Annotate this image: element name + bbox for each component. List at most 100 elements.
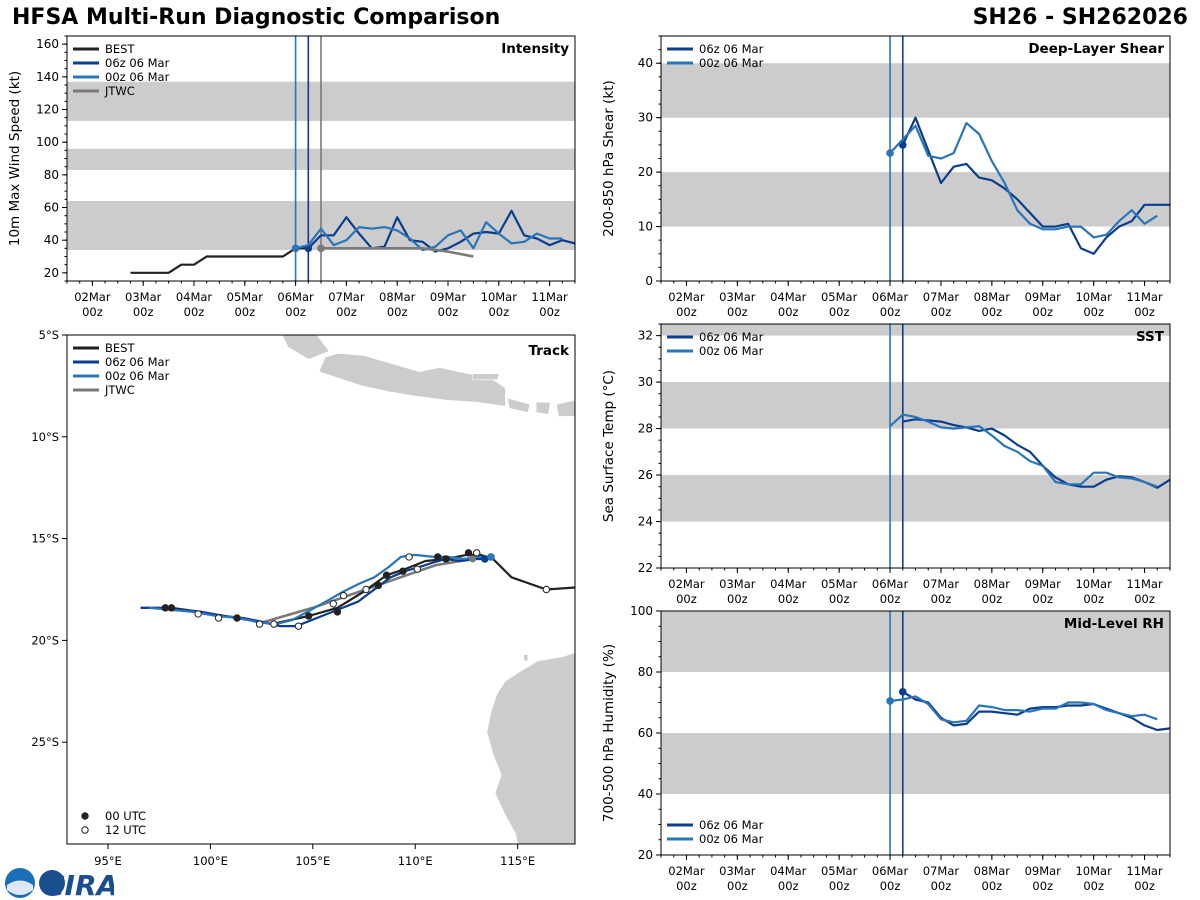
sst-xtick-label-hour: 00z: [778, 592, 799, 606]
track-point-12utc: [472, 549, 481, 557]
sst-xtick-label-date: 02Mar: [668, 577, 705, 591]
track-xtick-label: 100°E: [193, 854, 228, 868]
shear-band-1: [661, 63, 1170, 118]
track-xtick-label: 110°E: [398, 854, 433, 868]
track-start-run00: [487, 553, 495, 561]
track-point-00utc: [399, 567, 407, 575]
intensity-xtick-label-date: 03Mar: [125, 290, 162, 304]
intensity-xtick-label-hour: 00z: [133, 305, 154, 319]
sst-band-2: [661, 324, 1170, 336]
rh-xtick-label-date: 08Mar: [974, 864, 1011, 878]
intensity-ytick-label: 80: [44, 168, 59, 182]
intensity-xtick-label-date: 02Mar: [74, 290, 111, 304]
track-point-00utc: [333, 608, 342, 616]
track-point-12utc: [270, 620, 278, 628]
intensity-xtick-label-hour: 00z: [387, 305, 408, 319]
track-legend-label: 06z 06 Mar: [105, 355, 170, 369]
intensity-series-run00-start-point: [291, 244, 300, 253]
sst-panel: 22242628303202Mar00z03Mar00z04Mar00z05Ma…: [601, 323, 1171, 606]
intensity-title: Intensity: [501, 41, 569, 57]
cira-globe-icon: [39, 870, 65, 896]
rh-xtick-label-date: 06Mar: [872, 864, 909, 878]
intensity-series-best: [130, 247, 309, 274]
intensity-xtick-label-date: 05Mar: [227, 290, 264, 304]
shear-xtick-label-hour: 00z: [931, 305, 952, 319]
track-point-00utc: [161, 604, 170, 612]
rh-xtick-label-hour: 00z: [931, 879, 952, 893]
shear-series-run00-start-point: [886, 149, 894, 157]
intensity-xtick-label-date: 07Mar: [328, 290, 365, 304]
shear-xtick-label-hour: 00z: [829, 305, 850, 319]
shear-xtick-label-date: 05Mar: [821, 290, 858, 304]
intensity-ytick-label: 160: [36, 37, 59, 51]
rh-xtick-label-hour: 00z: [676, 879, 697, 893]
lombok-land: [535, 401, 551, 415]
shear-legend-label: 06z 06 Mar: [699, 42, 764, 56]
rh-xtick-label-hour: 00z: [778, 879, 799, 893]
shear-xtick-label-hour: 00z: [1134, 305, 1155, 319]
track-legend-label: JTWC: [104, 383, 135, 397]
intensity-legend-label: JTWC: [104, 84, 135, 98]
rh-series-run00-start-point: [886, 697, 894, 705]
track-xtick-label: 105°E: [295, 854, 330, 868]
shear-xtick-label-hour: 00z: [880, 305, 901, 319]
sst-xtick-label-date: 04Mar: [770, 577, 807, 591]
intensity-legend-label: BEST: [105, 42, 135, 56]
intensity-xtick-label-hour: 00z: [438, 305, 459, 319]
intensity-xtick-label-date: 11Mar: [531, 290, 568, 304]
rh-ytick-label: 100: [630, 604, 653, 618]
track-marker-legend-label: 00 UTC: [105, 809, 146, 823]
sst-xtick-label-date: 03Mar: [719, 577, 756, 591]
barrow-island-land: [523, 654, 529, 662]
track-point-12utc: [542, 585, 551, 594]
sst-ytick-label: 26: [638, 468, 653, 482]
track-ytick-label: 5°S: [39, 328, 59, 342]
shear-xtick-label-date: 07Mar: [923, 290, 960, 304]
track-point-00utc: [382, 571, 391, 579]
intensity-panel: 2040608010012014016002Mar00z03Mar00z04Ma…: [7, 35, 576, 319]
track-point-00utc: [464, 549, 473, 557]
sst-ytick-label: 32: [638, 329, 653, 343]
sst-xtick-label-date: 06Mar: [872, 577, 909, 591]
track-point-00utc: [167, 604, 176, 612]
rh-xtick-label-date: 07Mar: [923, 864, 960, 878]
shear-ytick-label: 40: [638, 56, 653, 70]
rh-legend-label: 00z 06 Mar: [699, 832, 764, 846]
sst-legend-label: 06z 06 Mar: [699, 330, 764, 344]
sst-xtick-label-date: 10Mar: [1075, 577, 1112, 591]
sst-xtick-label-hour: 00z: [982, 592, 1003, 606]
track-ytick-label: 20°S: [31, 633, 59, 647]
track-xtick-label: 95°E: [94, 854, 122, 868]
madura-land: [472, 373, 500, 381]
intensity-xtick-label-date: 10Mar: [481, 290, 518, 304]
intensity-ytick-label: 140: [36, 70, 59, 84]
sst-xtick-label-hour: 00z: [1083, 592, 1104, 606]
track-point-12utc: [339, 591, 348, 600]
sst-ytick-label: 30: [638, 375, 653, 389]
sst-ytick-label: 22: [638, 561, 653, 575]
rh-series-run00: [889, 695, 1158, 724]
cira-logo-text: CIRA: [44, 869, 114, 900]
shear-xtick-label-date: 03Mar: [719, 290, 756, 304]
rh-xtick-label-hour: 00z: [1134, 879, 1155, 893]
track-ytick-label: 25°S: [31, 735, 59, 749]
sst-xtick-label-hour: 00z: [1032, 592, 1053, 606]
rh-ytick-label: 40: [638, 787, 653, 801]
track-legend-label: BEST: [105, 341, 135, 355]
intensity-xtick-label-date: 08Mar: [379, 290, 416, 304]
intensity-ytick-label: 40: [44, 233, 59, 247]
sst-series-run06: [902, 418, 1170, 489]
track-point-00utc: [434, 553, 442, 561]
intensity-xtick-label-date: 09Mar: [430, 290, 467, 304]
sst-xtick-label-hour: 00z: [676, 592, 697, 606]
rh-xtick-label-hour: 00z: [982, 879, 1003, 893]
track-point-12utc: [413, 565, 421, 573]
rh-xtick-label-hour: 00z: [880, 879, 901, 893]
sst-xtick-label-date: 09Mar: [1025, 577, 1062, 591]
cira-logo: CIRA: [5, 868, 114, 900]
shear-xtick-label-hour: 00z: [1032, 305, 1053, 319]
bali-land: [507, 397, 531, 413]
track-start-jtwc: [469, 555, 477, 563]
sst-xtick-label-hour: 00z: [829, 592, 850, 606]
sumatra-land: [281, 335, 330, 360]
